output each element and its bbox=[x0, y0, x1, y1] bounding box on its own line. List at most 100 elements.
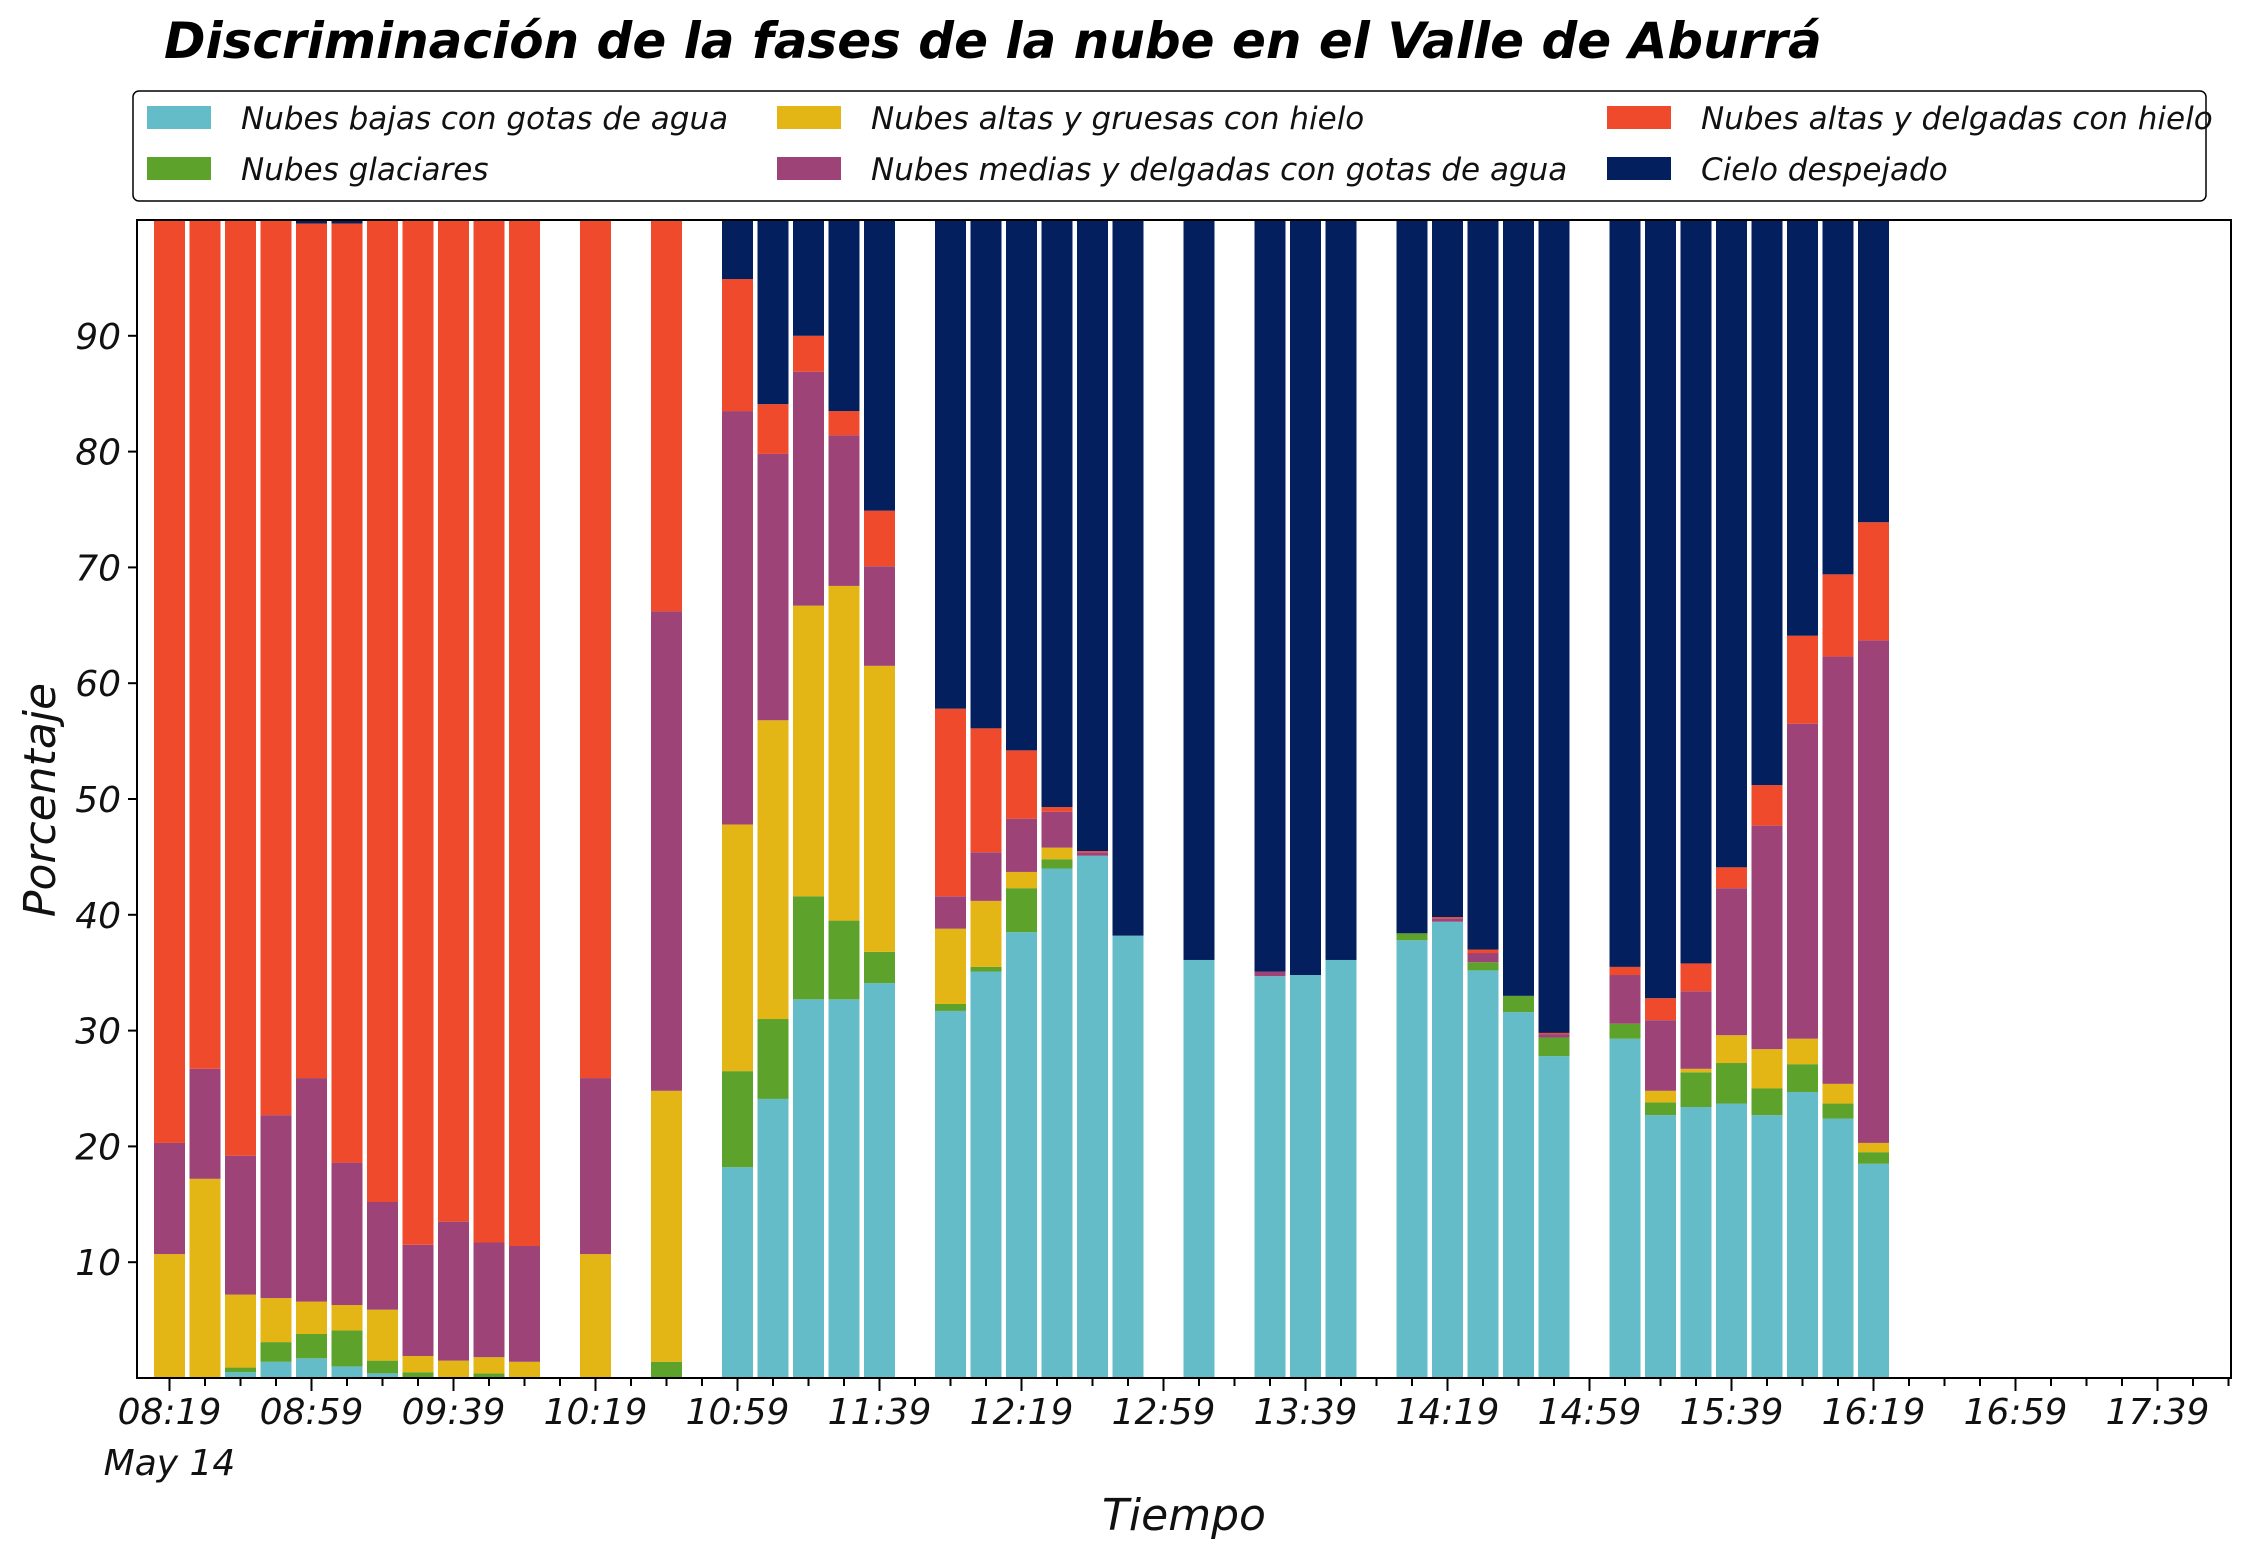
y-tick-label: 20 bbox=[75, 1127, 121, 1168]
x-tick-label: 11:39 bbox=[828, 1392, 932, 1433]
bar-segment-1439-nubes-glaciares bbox=[1503, 995, 1534, 1013]
y-tick-label: 10 bbox=[75, 1243, 121, 1284]
x-tick-label: 10:59 bbox=[686, 1392, 790, 1433]
legend-label-nubes-altas-y-delgadas-con-hielo: Nubes altas y delgadas con hielo bbox=[1701, 101, 2213, 137]
bar-segment-1129-nubes-altas-y-gruesas-con-hielo bbox=[828, 585, 860, 921]
bar-segment-1529-nubes-bajas-con-gotas-de-agua bbox=[1680, 1107, 1712, 1378]
bar-segment-1519-nubes-bajas-con-gotas-de-agua bbox=[1645, 1115, 1676, 1378]
bar-segment-1619-nubes-bajas-con-gotas-de-agua bbox=[1858, 1163, 1889, 1378]
bar-segment-1609-nubes-bajas-con-gotas-de-agua bbox=[1822, 1118, 1854, 1378]
bar-segment-0959-nubes-medias-y-delgadas-con-gotas-de-agua bbox=[509, 1245, 540, 1362]
legend-swatch-nubes-altas-y-gruesas-con-hielo bbox=[777, 106, 841, 129]
bar-segment-1249-nubes-bajas-con-gotas-de-agua bbox=[1112, 935, 1144, 1378]
bar-segment-0849-nubes-bajas-con-gotas-de-agua bbox=[260, 1361, 292, 1378]
bar-segment-1619-nubes-medias-y-delgadas-con-gotas-de-agua bbox=[1858, 640, 1889, 1143]
bar-segment-1429-nubes-bajas-con-gotas-de-agua bbox=[1467, 970, 1499, 1378]
bar-segment-1419-nubes-bajas-con-gotas-de-agua bbox=[1432, 921, 1463, 1378]
bar-segment-0819-nubes-altas-y-gruesas-con-hielo bbox=[154, 1254, 185, 1378]
bar-segment-1449-nubes-medias-y-delgadas-con-gotas-de-agua bbox=[1538, 1034, 1570, 1038]
legend-label-nubes-bajas-con-gotas-de-agua: Nubes bajas con gotas de agua bbox=[241, 101, 728, 137]
bar-segment-1139-nubes-bajas-con-gotas-de-agua bbox=[864, 983, 895, 1378]
bar-segment-1209-nubes-bajas-con-gotas-de-agua bbox=[970, 971, 1002, 1378]
bar-segment-1309-cielo-despejado bbox=[1183, 220, 1215, 960]
bar-segment-1139-nubes-glaciares bbox=[864, 951, 895, 984]
bar-segment-1109-nubes-bajas-con-gotas-de-agua bbox=[757, 1098, 789, 1378]
bar-segment-1339-nubes-bajas-con-gotas-de-agua bbox=[1290, 975, 1321, 1378]
y-tick-label: 60 bbox=[75, 664, 121, 705]
bar-segment-1129-nubes-altas-y-delgadas-con-hielo bbox=[828, 411, 860, 436]
bar-segment-0859-nubes-medias-y-delgadas-con-gotas-de-agua bbox=[296, 1078, 327, 1302]
bar-segment-1059-nubes-medias-y-delgadas-con-gotas-de-agua bbox=[722, 411, 753, 825]
bar-segment-1549-nubes-bajas-con-gotas-de-agua bbox=[1751, 1115, 1783, 1378]
chart-title: Discriminación de la fases de la nube en… bbox=[164, 12, 1822, 70]
y-axis: 10 20 30 40 50 60 70 80 90 bbox=[75, 317, 137, 1284]
bar-segment-1349-cielo-despejado bbox=[1325, 220, 1357, 960]
bar-segment-1329-nubes-medias-y-delgadas-con-gotas-de-agua bbox=[1254, 971, 1286, 977]
bar-segment-0849-nubes-altas-y-delgadas-con-hielo bbox=[260, 220, 292, 1116]
bar-segment-1239-nubes-medias-y-delgadas-con-gotas-de-agua bbox=[1077, 852, 1108, 856]
bar-segment-1609-cielo-despejado bbox=[1822, 220, 1854, 575]
legend-label-nubes-glaciares: Nubes glaciares bbox=[241, 152, 489, 188]
x-tick-label: 12:59 bbox=[1112, 1392, 1216, 1433]
bar-segment-1559-cielo-despejado bbox=[1787, 220, 1818, 636]
bar-segment-1229-nubes-medias-y-delgadas-con-gotas-de-agua bbox=[1041, 811, 1073, 848]
bar-segment-1509-nubes-altas-y-delgadas-con-hielo bbox=[1609, 966, 1641, 976]
bar-segment-1219-nubes-altas-y-delgadas-con-hielo bbox=[1006, 750, 1037, 819]
x-tick-label: 14:59 bbox=[1538, 1392, 1642, 1433]
bar-segment-1059-nubes-bajas-con-gotas-de-agua bbox=[722, 1167, 753, 1378]
bar-segment-1559-nubes-medias-y-delgadas-con-gotas-de-agua bbox=[1787, 723, 1818, 1039]
bar-segment-1219-cielo-despejado bbox=[1006, 220, 1037, 751]
bar-segment-1609-nubes-altas-y-gruesas-con-hielo bbox=[1822, 1083, 1854, 1104]
x-tick-label: 15:39 bbox=[1680, 1392, 1784, 1433]
bar-segment-1109-cielo-despejado bbox=[757, 220, 789, 405]
bar-segment-1549-nubes-medias-y-delgadas-con-gotas-de-agua bbox=[1751, 825, 1783, 1050]
x-tick-label: 12:19 bbox=[970, 1392, 1074, 1433]
bar-segment-1059-nubes-altas-y-gruesas-con-hielo bbox=[722, 824, 753, 1072]
bar-segment-0919-nubes-altas-y-gruesas-con-hielo bbox=[367, 1309, 398, 1361]
legend-swatch-nubes-medias-y-delgadas-con-gotas-de-agua bbox=[777, 157, 841, 180]
legend: Nubes bajas con gotas de agua Nubes altas… bbox=[132, 90, 2213, 202]
bar-segment-0849-nubes-medias-y-delgadas-con-gotas-de-agua bbox=[260, 1115, 292, 1299]
bar-segment-1559-nubes-altas-y-gruesas-con-hielo bbox=[1787, 1038, 1818, 1065]
bar-segment-0839-nubes-altas-y-delgadas-con-hielo bbox=[225, 220, 256, 1156]
bar-segment-1109-nubes-altas-y-gruesas-con-hielo bbox=[757, 720, 789, 1020]
bar-segment-1209-nubes-glaciares bbox=[970, 966, 1002, 972]
bar-segment-0909-nubes-medias-y-delgadas-con-gotas-de-agua bbox=[331, 1162, 363, 1306]
bar-segment-1419-cielo-despejado bbox=[1432, 220, 1463, 918]
y-tick-label: 80 bbox=[75, 433, 121, 474]
bar-segment-0829-nubes-medias-y-delgadas-con-gotas-de-agua bbox=[189, 1068, 221, 1179]
bar-segment-1509-nubes-medias-y-delgadas-con-gotas-de-agua bbox=[1609, 975, 1641, 1024]
bar-segment-1119-nubes-medias-y-delgadas-con-gotas-de-agua bbox=[793, 371, 824, 606]
bar-segment-1549-nubes-glaciares bbox=[1751, 1088, 1783, 1116]
bar-segment-1409-nubes-glaciares bbox=[1396, 933, 1428, 941]
bar-segment-1159-nubes-bajas-con-gotas-de-agua bbox=[935, 1010, 966, 1378]
y-tick-label: 40 bbox=[75, 896, 121, 937]
bar-segment-1119-cielo-despejado bbox=[793, 220, 824, 336]
bar-segment-1059-cielo-despejado bbox=[722, 220, 753, 280]
x-tick-label: 17:39 bbox=[2106, 1392, 2210, 1433]
bar-segment-0909-nubes-altas-y-delgadas-con-hielo bbox=[331, 223, 363, 1163]
legend-label-cielo-despejado: Cielo despejado bbox=[1701, 152, 1948, 188]
bar-segment-1139-nubes-altas-y-delgadas-con-hielo bbox=[864, 510, 895, 567]
bar-segment-1559-nubes-bajas-con-gotas-de-agua bbox=[1787, 1091, 1818, 1378]
bar-segment-1039-nubes-glaciares bbox=[651, 1361, 682, 1378]
bar-segment-1549-nubes-altas-y-delgadas-con-hielo bbox=[1751, 785, 1783, 826]
y-axis-label: Porcentaje bbox=[15, 683, 66, 917]
bar-segment-1229-nubes-altas-y-gruesas-con-hielo bbox=[1041, 847, 1073, 860]
x-tick-label: 10:19 bbox=[544, 1392, 648, 1433]
y-tick-label: 50 bbox=[75, 780, 121, 821]
bar-segment-0839-nubes-medias-y-delgadas-con-gotas-de-agua bbox=[225, 1155, 256, 1295]
bar-segment-0929-nubes-altas-y-gruesas-con-hielo bbox=[402, 1355, 434, 1373]
bar-segment-1539-cielo-despejado bbox=[1716, 220, 1747, 868]
bar-segment-0909-cielo-despejado bbox=[331, 220, 363, 224]
bar-segment-1449-nubes-bajas-con-gotas-de-agua bbox=[1538, 1056, 1570, 1378]
bar-segment-1239-nubes-bajas-con-gotas-de-agua bbox=[1077, 855, 1108, 1378]
bar-segment-1159-nubes-altas-y-gruesas-con-hielo bbox=[935, 928, 966, 1004]
bar-segment-1539-nubes-glaciares bbox=[1716, 1063, 1747, 1104]
bar-segment-1119-nubes-bajas-con-gotas-de-agua bbox=[793, 999, 824, 1378]
bar-segment-1219-nubes-medias-y-delgadas-con-gotas-de-agua bbox=[1006, 818, 1037, 872]
bar-segment-1429-nubes-altas-y-delgadas-con-hielo bbox=[1467, 949, 1499, 954]
bar-segment-0929-nubes-medias-y-delgadas-con-gotas-de-agua bbox=[402, 1244, 434, 1356]
bar-segment-1039-nubes-medias-y-delgadas-con-gotas-de-agua bbox=[651, 611, 682, 1091]
